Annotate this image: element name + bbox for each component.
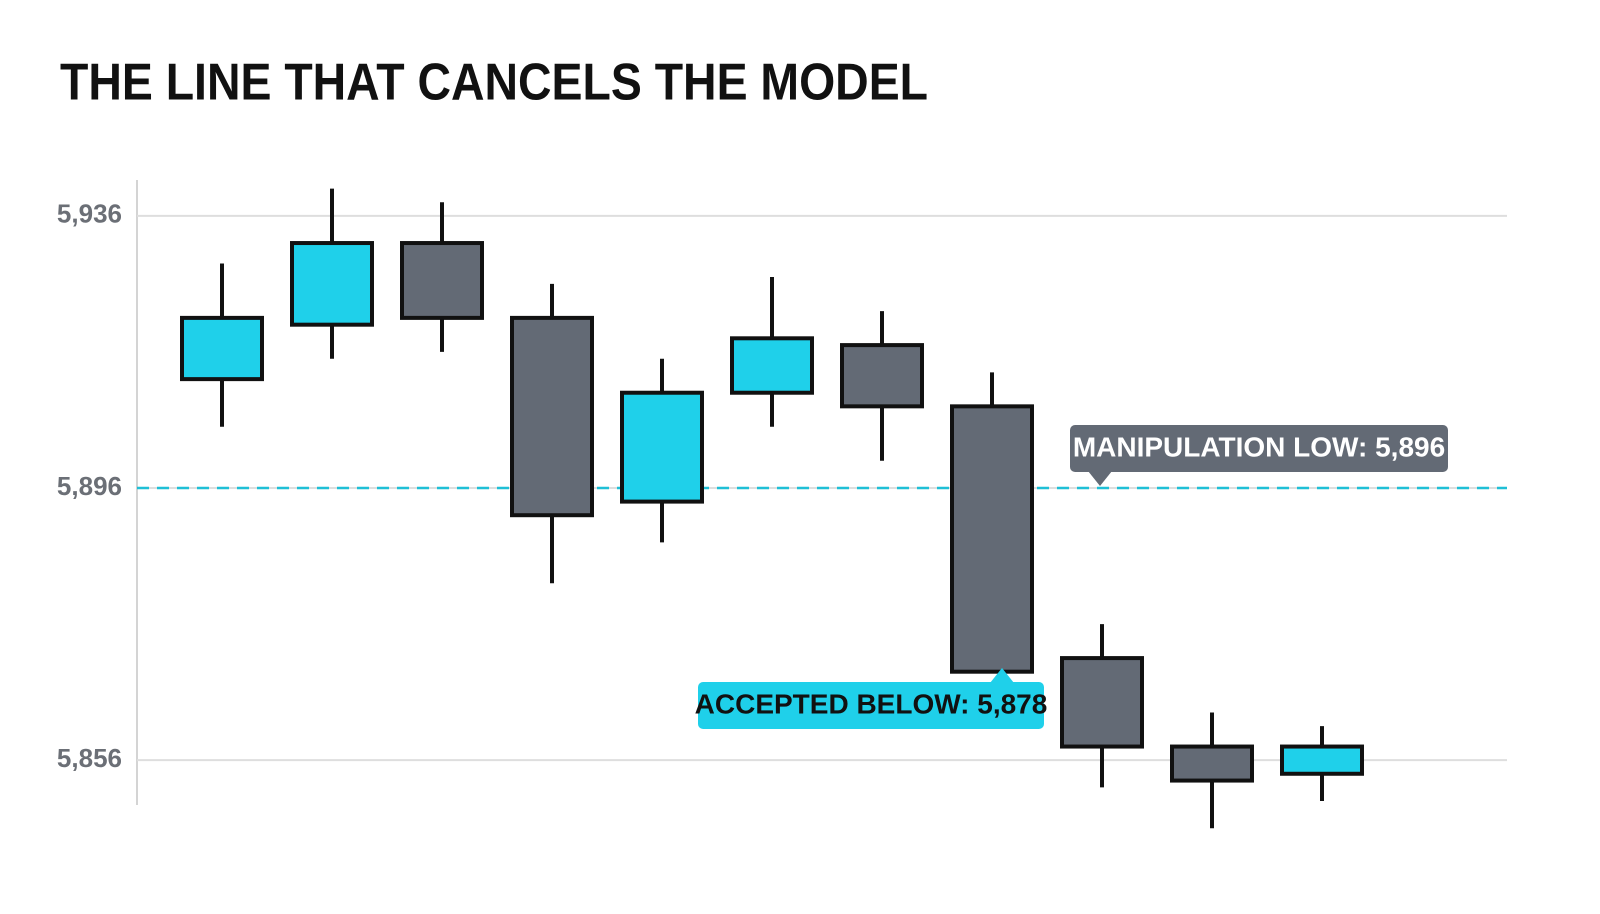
callout-pointer xyxy=(990,668,1014,683)
candle-body xyxy=(950,404,1034,674)
candle-body xyxy=(1280,744,1364,776)
callout-box xyxy=(1070,424,1448,472)
callout-label: ACCEPTED BELOW: 5,878 xyxy=(695,688,1048,719)
candle-body xyxy=(1170,744,1254,783)
callout-label: MANIPULATION LOW: 5,896 xyxy=(1073,431,1445,462)
candle-body xyxy=(840,343,924,409)
y-tick-label: 5,936 xyxy=(57,199,122,229)
candle-body xyxy=(1060,656,1144,749)
candle-body xyxy=(290,241,374,327)
chart-title: THE LINE THAT CANCELS THE MODEL xyxy=(60,54,928,112)
candle-body xyxy=(400,241,484,320)
callout-pointer xyxy=(1088,470,1112,486)
callout: MANIPULATION LOW: 5,896 xyxy=(1070,424,1448,486)
candle-body xyxy=(620,390,704,504)
candle-body xyxy=(510,315,594,518)
callout: ACCEPTED BELOW: 5,878 xyxy=(695,668,1048,729)
candle-body xyxy=(180,315,264,382)
y-tick-label: 5,896 xyxy=(57,471,122,501)
y-tick-label: 5,856 xyxy=(57,743,122,773)
candle-body xyxy=(730,336,814,395)
callout-box xyxy=(698,682,1044,729)
